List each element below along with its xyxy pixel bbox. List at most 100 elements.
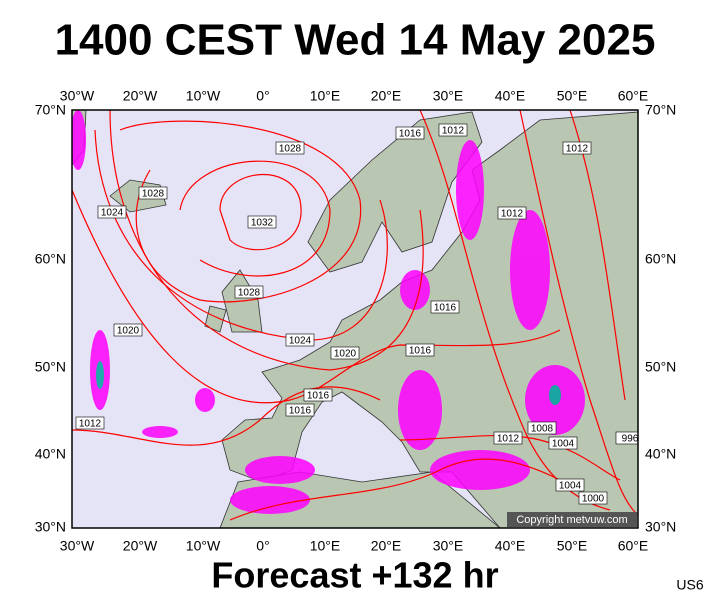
rain — [398, 370, 442, 450]
isobar-label: 1012 — [497, 434, 520, 445]
latitude-label: 40°N — [645, 446, 676, 462]
isobar-label: 1012 — [566, 144, 589, 155]
isobar-label: 996 — [622, 434, 639, 445]
isobar-label: 1012 — [501, 209, 524, 220]
ireland — [204, 305, 227, 333]
precipitation — [72, 110, 585, 514]
isobar-label-box — [138, 186, 168, 200]
isobar-label: 1012 — [442, 126, 465, 137]
longitude-label: 40°E — [495, 88, 526, 104]
longitude-label: 50°E — [557, 88, 588, 104]
longitude-label: 20°E — [371, 88, 402, 104]
isobar — [399, 434, 621, 481]
longitude-label: 10°E — [310, 88, 341, 104]
isobar-label: 1004 — [559, 481, 582, 492]
latitude-label: 70°N — [35, 102, 66, 118]
latitude-label: 40°N — [35, 446, 66, 462]
isobar-label-box — [234, 285, 264, 299]
latitude-label: 70°N — [645, 102, 676, 118]
longitude-label: 30°E — [433, 538, 464, 554]
africa — [219, 471, 501, 528]
isobar-label: 1020 — [334, 349, 357, 360]
latitude-label: 50°N — [35, 359, 66, 375]
isobar-label: 1028 — [142, 189, 165, 200]
longitude-label: 40°E — [495, 538, 526, 554]
isobar-label-box — [330, 346, 360, 360]
isobar — [519, 110, 638, 516]
isobar-label-box — [303, 388, 333, 402]
map-frame — [71, 109, 639, 529]
rain — [245, 456, 315, 484]
isobar-label: 1028 — [238, 288, 261, 299]
isobar-label: 1016 — [434, 303, 457, 314]
map-area: 1028 1032 1028 1024 1028 1020 1012 1024 1020 1016… — [72, 110, 639, 528]
rain — [195, 388, 215, 412]
rain — [456, 140, 484, 240]
longitude-label: 20°W — [123, 538, 158, 554]
rain — [72, 110, 86, 170]
code: US6 — [676, 577, 703, 593]
isobar-label: 1016 — [409, 346, 432, 357]
isobar-label-box — [615, 431, 638, 445]
longitude-label: 10°W — [186, 88, 221, 104]
longitude-label: 20°E — [371, 538, 402, 554]
isobar-label-box — [555, 478, 585, 492]
isobar — [94, 129, 388, 341]
latitude-label: 60°N — [35, 251, 66, 267]
isobar-label-box — [527, 421, 557, 435]
isobar-label: 1016 — [399, 129, 422, 140]
title: 1400 CEST Wed 14 May 2025 — [55, 16, 656, 65]
isobar-label-box — [578, 491, 608, 505]
isobar-label-box — [548, 436, 578, 450]
isobar-label-box — [497, 206, 527, 220]
isobar-label-box — [285, 403, 315, 417]
isobar-label: 1012 — [79, 419, 102, 430]
isobar — [219, 174, 302, 251]
latitude-label: 60°N — [645, 251, 676, 267]
isobar-label: 1016 — [289, 406, 312, 417]
isobar-label: 1008 — [531, 424, 554, 435]
latitude-label: 30°N — [35, 519, 66, 535]
rain — [400, 270, 430, 310]
isobar-label: 1016 — [307, 391, 330, 402]
isobars — [72, 110, 638, 521]
isobar-labels: 1028 1032 1028 1024 1028 1020 1012 1024 1020 1016… — [75, 123, 639, 505]
scandinavia — [307, 111, 483, 273]
isobar-label-box — [438, 123, 468, 137]
isobar — [229, 458, 561, 521]
isobar-label: 1024 — [101, 208, 124, 219]
rain — [230, 486, 310, 514]
isobar-label: 1024 — [289, 336, 312, 347]
isobar-label: 1004 — [552, 439, 575, 450]
longitude-label: 20°W — [123, 88, 158, 104]
latitude-label: 30°N — [645, 519, 676, 535]
copyright: Copyright metvuw.com — [516, 514, 627, 526]
isobar-label: 1032 — [251, 218, 274, 229]
longitude-label: 50°E — [557, 538, 588, 554]
longitude-label: 0° — [256, 538, 269, 554]
rain — [430, 450, 530, 490]
isobar-label-box — [430, 300, 460, 314]
isobar-label-box — [275, 141, 305, 155]
longitude-label: 30°E — [433, 88, 464, 104]
isobar-label-box — [285, 333, 315, 347]
heavy-rain — [549, 385, 561, 405]
longitude-label: 30°W — [60, 88, 95, 104]
isobar-label-box — [113, 323, 143, 337]
isobar-label: 1000 — [582, 494, 605, 505]
rain — [142, 426, 178, 438]
heavy-rain — [96, 361, 104, 389]
forecast: Forecast +132 hr — [211, 555, 498, 596]
longitude-label: 0° — [256, 88, 269, 104]
isobar-label-box — [247, 215, 277, 229]
isobar — [109, 110, 424, 371]
longitude-label: 60°E — [618, 538, 649, 554]
isobar — [72, 386, 381, 446]
isobar — [179, 160, 331, 277]
isobar-label: 1028 — [279, 144, 302, 155]
isobar-label: 1020 — [117, 326, 140, 337]
isobar-label-box — [75, 416, 105, 430]
longitude-label: 10°W — [186, 538, 221, 554]
graticule-labels: 30°W 30°W 20°W 20°W 10°W 10°W 0° 0° 10°E 10°E 20°E… — [35, 88, 677, 554]
